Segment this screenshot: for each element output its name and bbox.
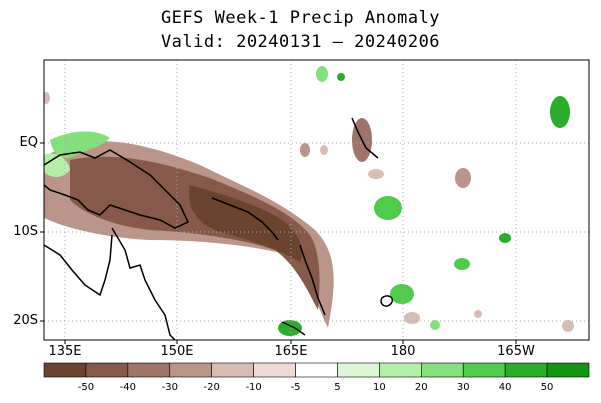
ticks — [40, 142, 517, 344]
colorbar-swatch — [337, 362, 380, 378]
lon-label-165e: 165E — [274, 344, 308, 359]
colorbar-label: 40 — [498, 382, 512, 393]
dry-patch — [368, 169, 384, 179]
wet-patch — [454, 258, 470, 270]
lon-label-135e: 135E — [48, 344, 82, 359]
colorbar-label: 30 — [456, 382, 470, 393]
wet-patch-newguinea — [50, 131, 110, 159]
colorbar-swatch — [504, 362, 548, 378]
colorbar-swatch — [43, 362, 87, 378]
dry-anomaly-peak — [189, 185, 302, 262]
colorbar-swatch — [421, 362, 464, 378]
colorbar-swatch — [211, 362, 254, 378]
grid — [44, 60, 589, 340]
coastlines — [44, 117, 394, 340]
lon-label-165w: 165W — [497, 344, 535, 359]
lon-label-150e: 150E — [160, 344, 194, 359]
map-subtitle: Valid: 20240131 – 20240206 — [160, 32, 441, 52]
dry-anomaly-core — [70, 156, 320, 310]
colorbar-swatch — [85, 362, 129, 378]
lon-label-180: 180 — [390, 344, 416, 359]
dry-patch — [300, 143, 310, 157]
map-title: GEFS Week-1 Precip Anomaly — [160, 8, 441, 28]
wet-patch — [337, 73, 345, 81]
plot-frame — [43, 59, 590, 341]
colorbar-label: 20 — [414, 382, 428, 393]
colorbar-swatch — [379, 362, 422, 378]
colorbar-label: -5 — [290, 382, 301, 393]
dry-patch — [562, 320, 574, 332]
wet-patch — [316, 66, 328, 82]
lat-label-10s: 10S — [13, 224, 38, 239]
colorbar-swatch — [253, 362, 296, 378]
dry-patch — [44, 92, 50, 104]
wet-patch-west — [44, 153, 70, 177]
colorbar-label: -50 — [77, 382, 95, 393]
wet-patch — [278, 320, 302, 336]
colorbar-label: 5 — [334, 382, 341, 393]
colorbar-label: -20 — [203, 382, 220, 393]
dry-patch — [320, 145, 328, 155]
colorbar-label: -30 — [161, 382, 178, 393]
colorbar-swatch — [169, 362, 212, 378]
dry-patch — [404, 312, 420, 324]
colorbar-swatch — [295, 362, 338, 378]
wet-patch — [374, 196, 402, 220]
wet-patch — [430, 320, 440, 330]
colorbar-swatch — [462, 362, 506, 378]
colorbar-label: -40 — [119, 382, 137, 393]
dry-patch — [455, 168, 471, 188]
dry-patch — [474, 310, 482, 318]
colorbar-label: 10 — [373, 382, 386, 393]
wet-patch — [499, 233, 511, 243]
colorbar-label: -10 — [245, 382, 262, 393]
wet-patch — [550, 96, 570, 128]
colorbar-swatch — [546, 362, 590, 378]
colorbar-swatch — [127, 362, 171, 378]
lat-label-eq: EQ — [19, 135, 38, 150]
colorbar — [43, 362, 590, 378]
lat-label-20s: 20S — [13, 313, 38, 328]
colorbar-label: 50 — [540, 382, 554, 393]
wet-patch — [390, 284, 414, 304]
